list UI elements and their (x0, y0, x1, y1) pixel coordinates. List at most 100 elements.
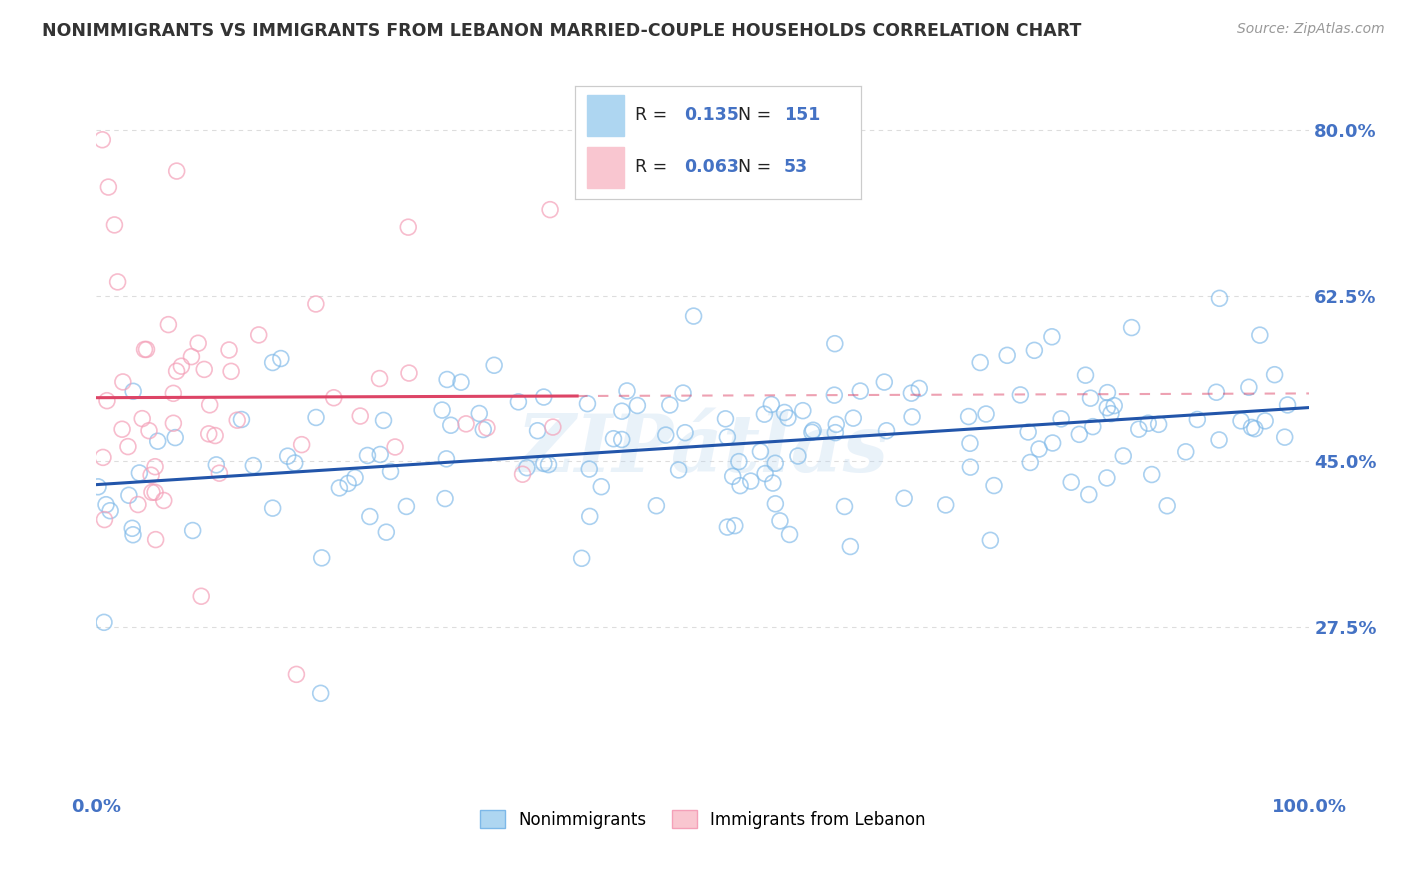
Point (135, 343, 157, 357)
Point (157, 318, 180, 332)
Point (825, 417, 848, 432)
Point (262, 501, 284, 516)
Point (1095, 471, 1118, 485)
Point (1017, 425, 1039, 439)
Point (779, 527, 801, 541)
Point (162, 416, 184, 430)
Point (655, 428, 678, 442)
Point (285, 667, 308, 681)
Point (440, 418, 463, 433)
Point (578, 462, 600, 476)
Point (305, 297, 328, 311)
Point (1097, 385, 1119, 400)
Point (1208, 291, 1230, 305)
Point (668, 463, 690, 477)
Point (98, 504, 121, 518)
Point (118, 488, 141, 502)
Point (576, 397, 599, 411)
Point (849, 384, 872, 398)
Point (131, 411, 153, 425)
Point (247, 327, 270, 342)
Point (143, 459, 166, 474)
Point (430, 403, 453, 417)
Point (823, 388, 845, 402)
Point (97, 180, 120, 194)
Point (682, 309, 704, 323)
Point (166, 364, 188, 378)
Point (91, 450, 114, 465)
Point (626, 399, 648, 413)
Point (127, 498, 149, 512)
Point (141, 485, 163, 500)
Point (610, 404, 633, 418)
Point (824, 425, 846, 440)
Point (162, 386, 184, 401)
Point (284, 456, 307, 470)
Point (1121, 320, 1143, 334)
Point (1099, 407, 1122, 421)
Point (1077, 487, 1099, 501)
Point (763, 456, 786, 470)
Point (908, 381, 931, 395)
Point (396, 220, 419, 235)
Point (616, 384, 638, 398)
Point (1050, 412, 1073, 426)
Point (454, 417, 477, 431)
Point (107, 275, 129, 289)
Point (873, 375, 896, 389)
Point (197, 426, 219, 441)
Point (533, 390, 555, 404)
Point (1230, 414, 1253, 428)
Point (842, 411, 865, 425)
Point (337, 476, 360, 491)
Point (571, 551, 593, 566)
Point (205, 458, 228, 472)
Point (262, 355, 284, 369)
Point (1112, 449, 1135, 463)
Point (773, 405, 796, 419)
Point (395, 500, 418, 514)
Point (291, 437, 314, 451)
Point (876, 424, 898, 438)
Point (533, 457, 555, 471)
Point (305, 410, 328, 425)
Point (103, 218, 125, 232)
Point (728, 478, 751, 492)
Point (1069, 427, 1091, 442)
Point (170, 359, 193, 374)
Point (800, 425, 823, 440)
Point (146, 434, 169, 449)
Point (270, 351, 292, 366)
Point (472, 423, 495, 437)
Point (134, 343, 156, 357)
Point (111, 422, 134, 436)
Point (187, 336, 209, 351)
Point (728, 454, 751, 468)
Point (1010, 388, 1032, 402)
Point (1243, 422, 1265, 436)
Point (1187, 412, 1209, 426)
Point (1102, 399, 1125, 413)
Point (328, 481, 350, 495)
Point (1019, 455, 1042, 469)
Point (1264, 368, 1286, 382)
Point (1237, 380, 1260, 394)
Point (93, 615, 115, 630)
Point (1208, 433, 1230, 447)
Point (204, 428, 226, 442)
Point (1205, 385, 1227, 400)
Point (1137, 416, 1160, 430)
Point (983, 478, 1005, 492)
Point (749, 444, 772, 458)
Point (1128, 422, 1150, 436)
Point (344, 470, 367, 484)
Point (969, 355, 991, 369)
Point (1147, 417, 1170, 432)
Point (91, 133, 114, 147)
Point (959, 460, 981, 475)
Point (769, 514, 792, 528)
Point (724, 518, 747, 533)
Point (190, 589, 212, 603)
Point (658, 398, 681, 412)
Point (714, 412, 737, 426)
